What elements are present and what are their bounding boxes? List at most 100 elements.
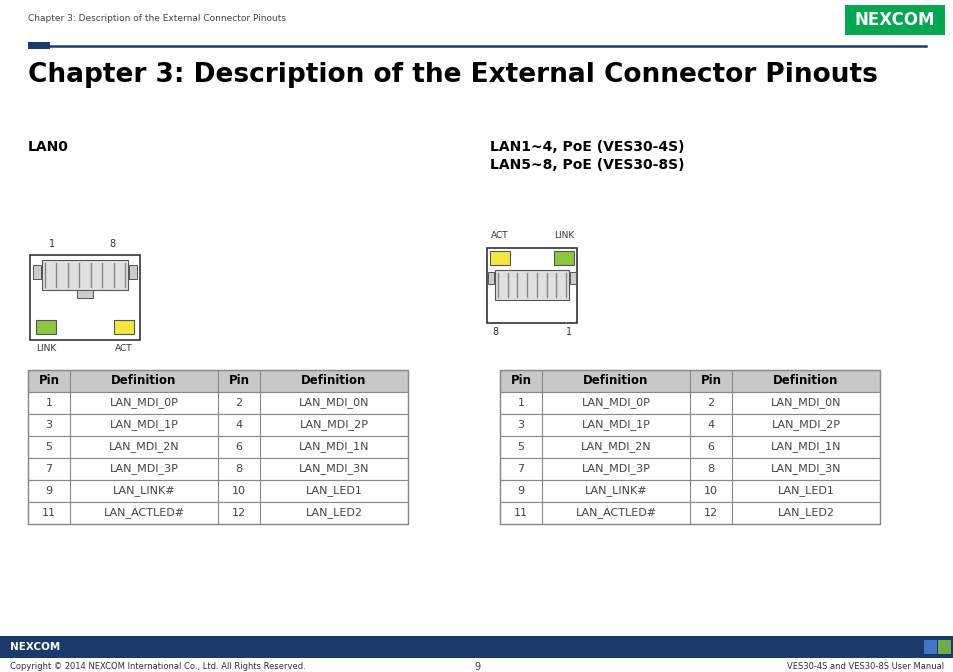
Bar <box>499 480 879 502</box>
Bar <box>499 370 879 524</box>
Text: LAN_MDI_2P: LAN_MDI_2P <box>299 419 368 431</box>
Text: LAN_MDI_0P: LAN_MDI_0P <box>110 398 178 409</box>
Text: LAN_MDI_3P: LAN_MDI_3P <box>581 464 650 474</box>
Text: LAN_LED1: LAN_LED1 <box>305 486 362 497</box>
Text: LAN1~4, PoE (VES30-4S)
LAN5~8, PoE (VES30-8S): LAN1~4, PoE (VES30-4S) LAN5~8, PoE (VES3… <box>490 140 684 173</box>
Bar <box>42 260 128 290</box>
Bar <box>77 290 92 298</box>
Bar <box>0 636 953 658</box>
Text: 9: 9 <box>46 486 52 496</box>
Text: NEXCOM: NEXCOM <box>854 11 934 29</box>
Bar <box>113 320 133 334</box>
Bar <box>28 502 408 524</box>
Bar <box>28 392 408 414</box>
Text: LAN_LED1: LAN_LED1 <box>777 486 834 497</box>
Bar <box>490 251 510 265</box>
Text: LINK: LINK <box>36 344 56 353</box>
Bar <box>499 414 879 436</box>
Text: LAN_MDI_1N: LAN_MDI_1N <box>770 442 841 452</box>
Text: 1: 1 <box>517 398 524 408</box>
Text: 2: 2 <box>235 398 242 408</box>
Text: 7: 7 <box>517 464 524 474</box>
Text: LAN_ACTLED#: LAN_ACTLED# <box>103 507 184 519</box>
Text: LAN_MDI_1P: LAN_MDI_1P <box>110 419 178 431</box>
Text: LAN_MDI_0N: LAN_MDI_0N <box>298 398 369 409</box>
Text: LAN_LINK#: LAN_LINK# <box>112 486 175 497</box>
Text: LAN_ACTLED#: LAN_ACTLED# <box>575 507 656 519</box>
Bar <box>499 370 879 392</box>
Bar <box>28 370 408 524</box>
Text: Pin: Pin <box>510 374 531 388</box>
Text: LAN0: LAN0 <box>28 140 69 154</box>
Bar <box>923 640 936 654</box>
Text: 5: 5 <box>46 442 52 452</box>
Text: 10: 10 <box>703 486 718 496</box>
Text: 2: 2 <box>707 398 714 408</box>
Text: 8: 8 <box>492 327 497 337</box>
Bar <box>486 248 577 323</box>
Text: LAN_MDI_0P: LAN_MDI_0P <box>581 398 650 409</box>
Text: 9: 9 <box>474 662 479 672</box>
Bar <box>844 5 944 35</box>
Text: LAN_LED2: LAN_LED2 <box>305 507 362 519</box>
Text: 1: 1 <box>565 327 572 337</box>
Text: 8: 8 <box>235 464 242 474</box>
Bar <box>937 640 950 654</box>
Text: LAN_MDI_1N: LAN_MDI_1N <box>298 442 369 452</box>
Bar <box>499 436 879 458</box>
Text: 12: 12 <box>232 508 246 518</box>
Bar <box>28 370 408 392</box>
Text: Definition: Definition <box>301 374 366 388</box>
Bar <box>499 502 879 524</box>
Bar <box>554 251 574 265</box>
Text: LAN_MDI_3P: LAN_MDI_3P <box>110 464 178 474</box>
Text: LAN_MDI_3N: LAN_MDI_3N <box>298 464 369 474</box>
Text: LINK: LINK <box>554 231 574 240</box>
Text: LAN_LED2: LAN_LED2 <box>777 507 834 519</box>
Text: Pin: Pin <box>38 374 59 388</box>
Bar <box>28 436 408 458</box>
Text: NEXCOM: NEXCOM <box>10 642 60 652</box>
Text: LAN_MDI_0N: LAN_MDI_0N <box>770 398 841 409</box>
Bar <box>30 255 140 340</box>
Bar <box>28 414 408 436</box>
Text: ACT: ACT <box>115 344 132 353</box>
Text: 10: 10 <box>232 486 246 496</box>
Text: LAN_LINK#: LAN_LINK# <box>584 486 647 497</box>
Text: 3: 3 <box>517 420 524 430</box>
Text: 4: 4 <box>707 420 714 430</box>
Bar <box>36 320 56 334</box>
Text: 8: 8 <box>109 239 115 249</box>
Text: 11: 11 <box>42 508 56 518</box>
Text: 6: 6 <box>235 442 242 452</box>
Text: 4: 4 <box>235 420 242 430</box>
Text: Definition: Definition <box>112 374 176 388</box>
Bar <box>28 458 408 480</box>
Text: 3: 3 <box>46 420 52 430</box>
Text: 5: 5 <box>517 442 524 452</box>
Text: ACT: ACT <box>491 231 508 240</box>
Text: LAN_MDI_2N: LAN_MDI_2N <box>580 442 651 452</box>
Text: 1: 1 <box>46 398 52 408</box>
Text: VES30-4S and VES30-8S User Manual: VES30-4S and VES30-8S User Manual <box>786 662 943 671</box>
Text: Pin: Pin <box>229 374 250 388</box>
Text: 8: 8 <box>707 464 714 474</box>
Text: Pin: Pin <box>700 374 720 388</box>
Text: 7: 7 <box>46 464 52 474</box>
Bar <box>499 458 879 480</box>
Text: Chapter 3: Description of the External Connector Pinouts: Chapter 3: Description of the External C… <box>28 62 877 88</box>
Bar <box>33 265 41 279</box>
Text: 1: 1 <box>49 239 55 249</box>
Text: LAN_MDI_1P: LAN_MDI_1P <box>581 419 650 431</box>
Bar <box>129 265 137 279</box>
Bar <box>28 42 50 49</box>
Bar <box>495 270 568 300</box>
Text: LAN_MDI_3N: LAN_MDI_3N <box>770 464 841 474</box>
Text: Copyright © 2014 NEXCOM International Co., Ltd. All Rights Reserved.: Copyright © 2014 NEXCOM International Co… <box>10 662 305 671</box>
Text: 11: 11 <box>514 508 527 518</box>
Text: 6: 6 <box>707 442 714 452</box>
Bar <box>28 480 408 502</box>
Text: Definition: Definition <box>582 374 648 388</box>
Bar <box>569 272 576 284</box>
Text: 12: 12 <box>703 508 718 518</box>
